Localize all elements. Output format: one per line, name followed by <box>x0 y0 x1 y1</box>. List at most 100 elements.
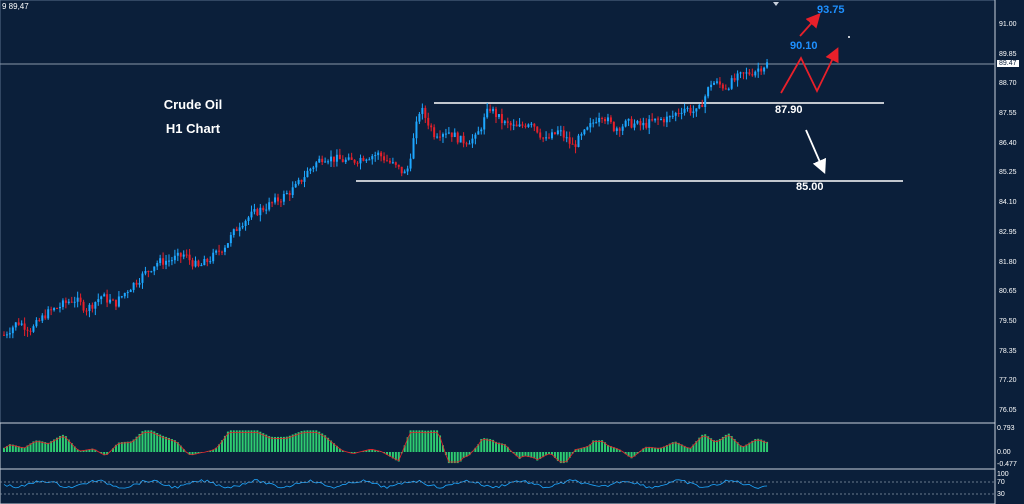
candle-body <box>751 74 754 76</box>
candle-body <box>100 296 103 300</box>
candle-body <box>162 258 165 265</box>
candle-body <box>229 235 232 244</box>
candle-body <box>268 202 271 210</box>
y-tick-label: 82.95 <box>999 228 1017 236</box>
candle-body <box>689 107 692 114</box>
candle-body <box>589 123 592 128</box>
candle-body <box>279 201 282 203</box>
candle-body <box>668 116 671 118</box>
macd-bar <box>300 431 303 452</box>
candle-body <box>221 251 224 253</box>
candle-body <box>56 308 59 310</box>
macd-bar <box>100 452 103 454</box>
macd-bar <box>324 435 327 452</box>
candle-body <box>757 68 760 72</box>
macd-bar <box>536 452 539 461</box>
candle-body <box>639 121 642 126</box>
candle-body <box>41 315 44 321</box>
candle-body <box>88 304 91 312</box>
macd-bar <box>182 449 185 452</box>
ticker-label: 9 89,47 <box>2 2 29 11</box>
candle-body <box>250 211 253 218</box>
candle-body <box>400 166 403 174</box>
candle-body <box>23 323 26 330</box>
candle-body <box>733 78 736 81</box>
macd-bar <box>338 448 341 452</box>
candle-body <box>633 123 636 128</box>
macd-bar <box>156 433 159 452</box>
candle-body <box>657 118 660 120</box>
candle-body <box>218 250 221 252</box>
candle-body <box>44 315 47 319</box>
candle-body <box>150 271 153 273</box>
candle-body <box>203 259 206 266</box>
macd-bar <box>76 449 79 452</box>
macd-bar <box>521 452 524 458</box>
macd-bar <box>335 445 338 452</box>
current-price-tag: 89.47 <box>997 60 1019 67</box>
candle-body <box>91 304 94 309</box>
candle-body <box>132 282 135 290</box>
candle-body <box>38 320 41 322</box>
candle-body <box>583 129 586 135</box>
macd-bar <box>659 447 662 452</box>
chart-subtitle: H1 Chart <box>165 121 221 136</box>
macd-bar <box>436 430 439 452</box>
macd-bar <box>713 440 716 452</box>
macd-bar <box>468 452 471 456</box>
candle-body <box>636 121 639 124</box>
macd-bar <box>41 441 44 452</box>
y-tick-label: 88.70 <box>999 80 1017 88</box>
candle-body <box>47 309 50 319</box>
macd-tick: 0.00 <box>997 449 1011 456</box>
macd-bar <box>274 436 277 452</box>
macd-tick: -0.477 <box>997 461 1017 468</box>
macd-bar <box>733 439 736 452</box>
candle-body <box>701 104 704 107</box>
candle-body <box>247 217 250 221</box>
candle-body <box>601 117 604 119</box>
macd-bar <box>459 452 462 462</box>
candle-body <box>630 118 633 128</box>
macd-bar <box>624 452 627 455</box>
macd-bar <box>341 450 344 452</box>
macd-bar <box>548 452 551 455</box>
candle-body <box>32 326 35 332</box>
y-tick-label: 85.25 <box>999 169 1017 177</box>
macd-bar <box>209 450 212 452</box>
target-2-label: 93.75 <box>817 4 845 16</box>
scroll-marker-icon[interactable] <box>773 2 779 6</box>
macd-bar <box>633 452 636 457</box>
candle-body <box>120 296 123 298</box>
candle-body <box>715 81 718 83</box>
macd-bar <box>26 445 29 452</box>
macd-bar <box>79 450 82 452</box>
macd-bar <box>238 430 241 452</box>
candle-body <box>344 159 347 163</box>
macd-bar <box>533 452 536 459</box>
candle-body <box>521 124 524 126</box>
candle-body <box>318 158 321 163</box>
y-tick-label: 77.20 <box>999 377 1017 385</box>
macd-bar <box>117 442 120 452</box>
macd-bar <box>64 436 67 452</box>
macd-bar <box>601 440 604 452</box>
macd-bar <box>112 448 115 452</box>
macd-bar <box>497 442 500 452</box>
macd-bar <box>462 452 465 459</box>
candle-body <box>391 162 394 164</box>
macd-bar <box>253 430 256 452</box>
candle-body <box>745 72 748 74</box>
candle-body <box>512 124 515 126</box>
macd-bar <box>630 452 633 459</box>
candle-body <box>147 270 150 272</box>
candle-body <box>274 197 277 203</box>
macd-bar <box>297 432 300 452</box>
candle-body <box>562 130 565 138</box>
candle-body <box>327 161 330 163</box>
macd-bar <box>150 430 153 452</box>
candle-body <box>624 120 627 127</box>
macd-bar <box>188 452 191 455</box>
macd-bar <box>757 438 760 452</box>
macd-bar <box>94 449 97 452</box>
